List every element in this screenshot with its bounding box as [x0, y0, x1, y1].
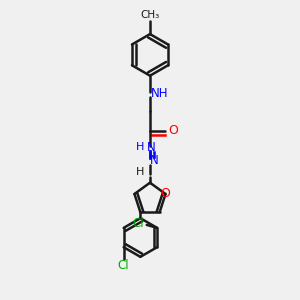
Text: H: H — [135, 142, 144, 152]
Text: N: N — [146, 140, 155, 154]
Text: CH₃: CH₃ — [140, 11, 160, 20]
Text: Cl: Cl — [118, 259, 130, 272]
Text: O: O — [160, 188, 170, 200]
Text: NH: NH — [151, 87, 168, 100]
Text: N: N — [150, 154, 159, 167]
Text: O: O — [168, 124, 178, 137]
Text: H: H — [136, 167, 145, 177]
Text: Cl: Cl — [132, 217, 144, 230]
